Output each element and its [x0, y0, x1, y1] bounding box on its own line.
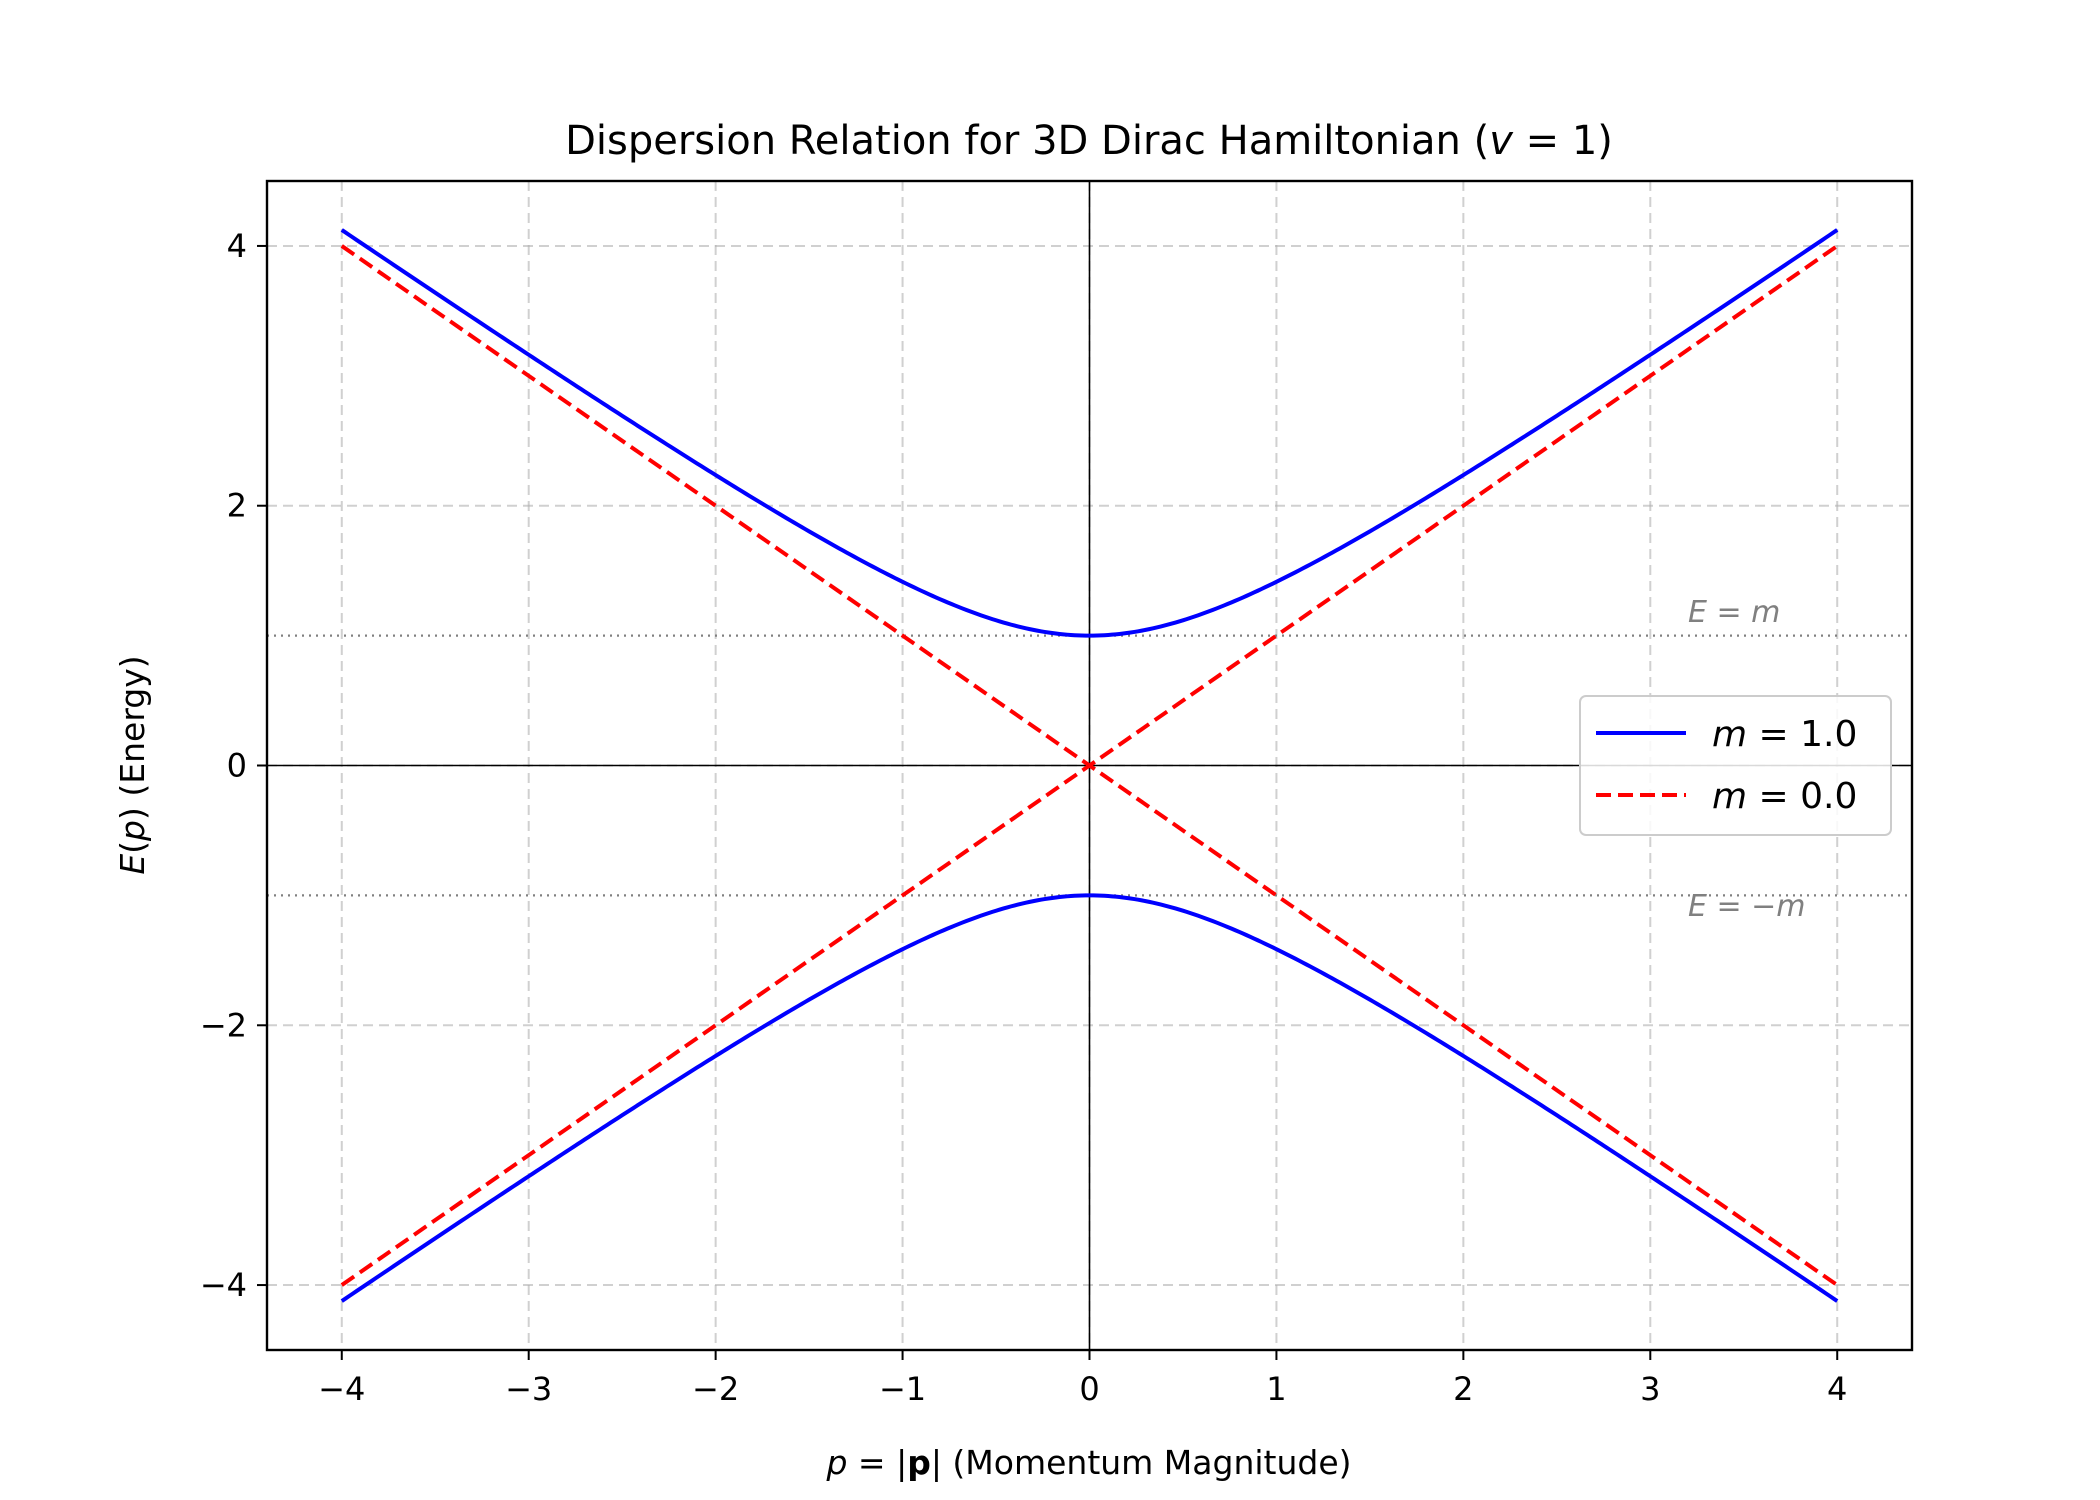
x-tick-label-0: −4: [318, 1370, 365, 1408]
ref-label-e-equals-minus-m: E = −m: [1688, 889, 1806, 924]
x-tick-label-4: 0: [1079, 1370, 1099, 1408]
x-tick-label-8: 4: [1827, 1370, 1847, 1408]
y-tick-label-1: −2: [200, 1006, 247, 1044]
y-axis-ticks: −4 −2 0 2 4: [200, 227, 267, 1304]
y-tick-label-3: 2: [227, 487, 247, 525]
y-tick-label-4: 4: [227, 227, 247, 265]
x-tick-label-2: −2: [692, 1370, 739, 1408]
x-axis-label: p = |p| (Momentum Magnitude): [825, 1443, 1351, 1482]
x-tick-label-7: 3: [1640, 1370, 1660, 1408]
legend: m = 1.0 m = 0.0: [1579, 695, 1892, 836]
x-tick-label-1: −3: [505, 1370, 552, 1408]
legend-label-m1: m = 1.0: [1712, 714, 1857, 755]
series-m1-upper-line: [340, 228, 1839, 638]
legend-label-m0: m = 0.0: [1712, 776, 1857, 817]
series-lines: [340, 228, 1839, 1303]
x-tick-label-6: 2: [1453, 1370, 1473, 1408]
reference-lines: [267, 634, 1912, 897]
series-m1-lower-line: [340, 893, 1839, 1303]
ref-label-e-equals-m: E = m: [1688, 595, 1780, 630]
chart-title: Dispersion Relation for 3D Dirac Hamilto…: [565, 118, 1613, 164]
legend-box: [1579, 695, 1892, 836]
y-tick-label-0: −4: [200, 1266, 247, 1304]
y-tick-label-2: 0: [227, 747, 247, 785]
series-m0-lower-line: [340, 763, 1839, 1287]
y-axis-label: E(p) (Energy): [113, 655, 152, 874]
x-axis-ticks: −4 −3 −2 −1 0 1 2 3 4: [318, 1350, 1847, 1408]
x-tick-label-3: −1: [879, 1370, 926, 1408]
x-tick-label-5: 1: [1266, 1370, 1286, 1408]
